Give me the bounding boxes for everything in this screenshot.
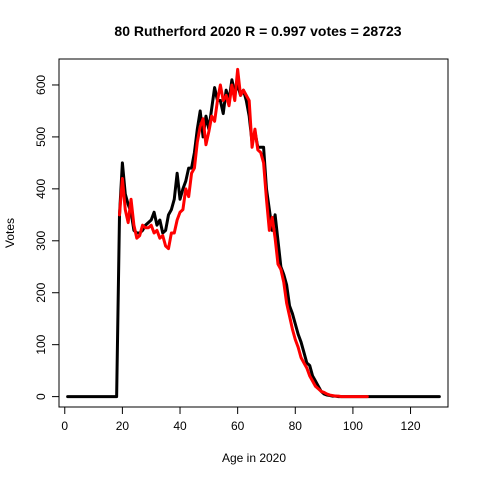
x-tick-label: 80 — [289, 419, 303, 433]
y-tick-label: 600 — [34, 75, 48, 95]
x-tick-label: 20 — [116, 419, 130, 433]
x-tick-label: 60 — [231, 419, 245, 433]
y-axis: 0 100 200 300 400 500 600 — [34, 75, 60, 400]
series-line-1 — [66, 78, 441, 399]
y-tick-label: 200 — [34, 282, 48, 302]
chart-title: 80 Rutherford 2020 R = 0.997 votes = 287… — [114, 23, 401, 39]
y-tick-label: 300 — [34, 230, 48, 250]
x-tick-label: 40 — [173, 419, 187, 433]
x-axis-label: Age in 2020 — [222, 451, 286, 465]
y-tick-label: 400 — [34, 179, 48, 199]
y-tick-label: 500 — [34, 127, 48, 147]
series-layer — [66, 67, 441, 399]
x-tick-label: 100 — [343, 419, 363, 433]
x-axis: 0 20 40 60 80 100 120 — [61, 406, 421, 433]
y-tick-label: 100 — [34, 334, 48, 354]
x-tick-label: 0 — [61, 419, 68, 433]
x-tick-label: 120 — [401, 419, 421, 433]
y-axis-label: Votes — [3, 218, 17, 248]
series-line-2 — [118, 67, 369, 399]
y-tick-label: 0 — [34, 393, 48, 400]
